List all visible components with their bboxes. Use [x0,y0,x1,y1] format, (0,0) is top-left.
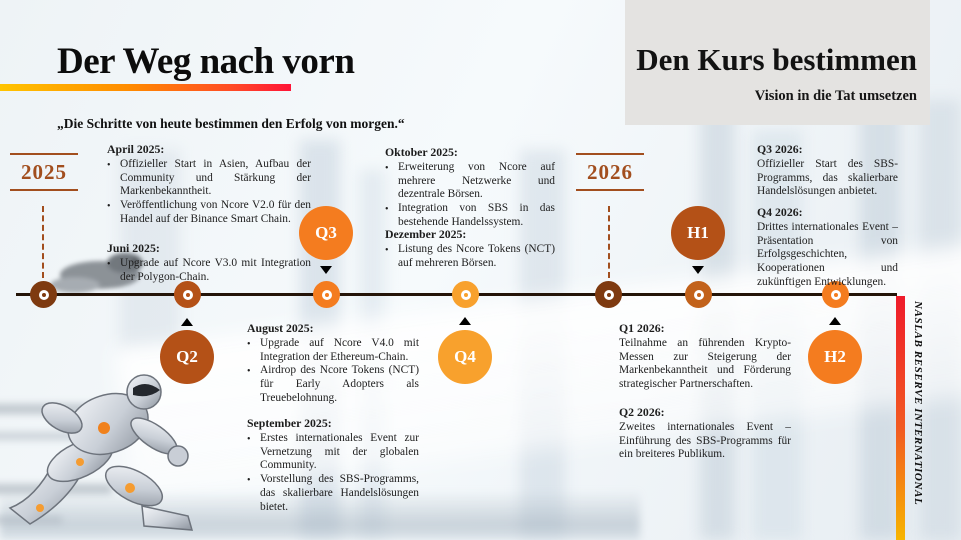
bullet-item: Erstes internationales Event zur Vernetz… [247,432,419,473]
badge-h1: H1 [671,206,725,260]
bullet-item: Listung des Ncore Tokens (NCT) auf mehre… [385,243,555,271]
milestone-text: Zweites internationales Event – Einführu… [619,420,791,461]
bullet-item: Erweiterung von Ncore auf mehrere Netzwe… [385,161,555,202]
bullet-item: Airdrop des Ncore Tokens (NCT) für Early… [247,364,419,405]
milestone-title: Oktober 2025: [385,145,458,159]
milestone-september-2025: September 2025: Erstes internationales E… [247,416,419,515]
milestone-q3-2026: Q3 2026: Offizieller Start des SBS-Progr… [757,142,898,199]
year-2026-connector [608,206,610,278]
milestone-bullets: Upgrade auf Ncore V3.0 mit Integration d… [107,257,311,285]
milestone-bullets: Erstes internationales Event zur Vernetz… [247,432,419,515]
milestone-q4-2026: Q4 2026: Drittes internationales Event –… [757,205,898,290]
brand-ribbon [896,296,905,540]
milestone-q2-2026: Q2 2026: Zweites internationales Event –… [619,405,791,462]
bullet-item: Veröffentlichung von Ncore V2.0 für den … [107,199,311,227]
milestone-dezember-2025: Dezember 2025: Listung des Ncore Tokens … [385,227,555,271]
year-label-2025: 2025 [10,153,78,191]
milestone-juni-2025: Juni 2025: Upgrade auf Ncore V3.0 mit In… [107,241,311,285]
milestone-april-2025: April 2025: Offizieller Start in Asien, … [107,142,311,227]
badge-q3: Q3 [299,206,353,260]
milestone-text: Teilnahme an führenden Krypto-Messen zur… [619,336,791,391]
year-text: 2025 [21,160,67,184]
year-text: 2026 [587,160,633,184]
year-rule-top [10,153,78,155]
pointer-up-icon [459,317,471,325]
milestone-oktober-2025: Oktober 2025: Erweiterung von Ncore auf … [385,145,555,230]
milestone-bullets: Erweiterung von Ncore auf mehrere Netzwe… [385,161,555,230]
milestone-title: September 2025: [247,416,332,430]
badge-q2: Q2 [160,330,214,384]
badge-q4: Q4 [438,330,492,384]
milestone-august-2025: August 2025: Upgrade auf Ncore V4.0 mit … [247,321,419,406]
year-label-2026: 2026 [576,153,644,191]
bullet-item: Integration von SBS in das bestehende Ha… [385,202,555,230]
milestone-title: Q1 2026: [619,321,665,335]
milestone-q1-2026: Q1 2026: Teilnahme an führenden Krypto-M… [619,321,791,392]
milestone-text: Offizieller Start des SBS-Programms, das… [757,157,898,198]
year-rule-top [576,153,644,155]
milestone-title: Q4 2026: [757,205,803,219]
bullet-item: Upgrade auf Ncore V3.0 mit Integration d… [107,257,311,285]
bullet-item: Offizieller Start in Asien, Aufbau der C… [107,158,311,199]
brand-vertical-text: NASLAB RESERVE INTERNATIONAL [912,301,924,506]
header-right-panel: Den Kurs bestimmen Vision in die Tat ums… [625,0,930,125]
year-2025-connector [42,206,44,278]
timeline-node-2026 [595,281,622,308]
timeline-node-q2 [174,281,201,308]
timeline-node-h2 [822,281,849,308]
milestone-bullets: Listung des Ncore Tokens (NCT) auf mehre… [385,243,555,271]
pointer-up-icon [181,318,193,326]
header-right-title: Den Kurs bestimmen [636,42,917,77]
milestone-text: Drittes internationales Event – Präsenta… [757,220,898,288]
milestone-title: Dezember 2025: [385,227,467,241]
timeline-node-q3 [313,281,340,308]
page-title: Der Weg nach vorn [57,41,355,82]
badge-h2: H2 [808,330,862,384]
header-right-subtitle: Vision in die Tat umsetzen [754,88,917,104]
milestone-title: Q3 2026: [757,142,803,156]
robot-image [0,374,194,531]
bullet-item: Vorstellung des SBS-Programms, das skali… [247,473,419,514]
bullet-item: Upgrade auf Ncore V4.0 mit Integration d… [247,337,419,365]
timeline-node-2025 [30,281,57,308]
milestone-title: Juni 2025: [107,241,160,255]
timeline-node-q4 [452,281,479,308]
year-rule-bottom [576,189,644,191]
title-gradient-rule [0,84,291,91]
milestone-title: April 2025: [107,142,165,156]
pointer-up-icon [829,317,841,325]
year-rule-bottom [10,189,78,191]
milestone-title: August 2025: [247,321,314,335]
milestone-bullets: Upgrade auf Ncore V4.0 mit Integration d… [247,337,419,406]
milestone-bullets: Offizieller Start in Asien, Aufbau der C… [107,158,311,227]
timeline-node-h1 [685,281,712,308]
pointer-down-icon [692,266,704,274]
milestone-title: Q2 2026: [619,405,665,419]
quote-text: „Die Schritte von heute bestimmen den Er… [57,116,405,131]
pointer-down-icon [320,266,332,274]
